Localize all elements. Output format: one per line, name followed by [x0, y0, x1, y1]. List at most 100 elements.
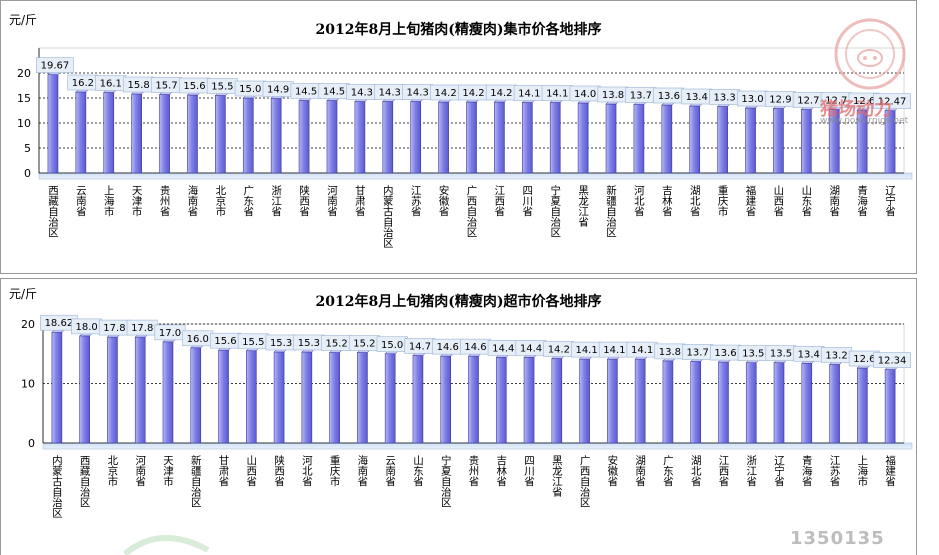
data-label: 16.2 [72, 78, 94, 89]
x-tick-label: 云南省 [75, 185, 87, 217]
bar [773, 108, 784, 174]
data-label: 13.7 [687, 347, 709, 358]
x-tick-label: 湖南省 [828, 185, 840, 217]
bar [134, 336, 146, 444]
y-tick-label: 20 [17, 67, 31, 80]
data-label: 14.1 [603, 345, 625, 356]
bar [107, 336, 118, 444]
data-label: 18.62 [45, 318, 74, 329]
x-tick-label: 重庆市 [717, 184, 729, 217]
bar-chart-market: 0 5 10 15 20 19.67 西藏自治区 16.2 云南省 16.1 上海市 15.8 天津市 1… [17, 47, 913, 248]
x-tick-label: 湖南省 [634, 455, 646, 487]
x-tick-label: 贵州省 [159, 184, 171, 217]
bar [187, 94, 198, 174]
data-label: 14.1 [631, 345, 653, 356]
bar [382, 101, 394, 174]
x-tick-label: 天津市 [131, 185, 143, 217]
x-tick-label: 西藏自治区 [47, 185, 59, 238]
bar [745, 107, 756, 174]
bar [577, 102, 589, 174]
bottom-watermark-text: 1350135 [790, 528, 885, 549]
x-tick-label: 黑龙江省 [551, 455, 563, 498]
x-tick-label: 湖北省 [690, 455, 702, 487]
data-label: 13.2 [825, 350, 847, 361]
data-label: 14.5 [323, 87, 345, 98]
bar [326, 100, 338, 174]
bar [634, 358, 646, 444]
bar [357, 352, 368, 444]
data-label: 14.3 [379, 88, 401, 99]
x-tick-label: 河北省 [633, 185, 645, 217]
x-tick-label: 陕西省 [273, 454, 285, 487]
y-tick-label: 10 [17, 117, 31, 130]
bar [689, 105, 701, 174]
bar [829, 364, 840, 444]
plot-floor [42, 442, 913, 450]
data-label-box [36, 57, 74, 73]
data-label: 15.5 [211, 82, 233, 93]
bar [579, 358, 590, 444]
x-tick-label: 宁夏自治区 [440, 454, 452, 507]
bar [494, 101, 505, 174]
data-label: 14.3 [407, 88, 429, 99]
x-tick-label: 重庆市 [329, 454, 341, 487]
x-tick-label: 广西自治区 [466, 185, 478, 238]
x-tick-label: 海南省 [356, 454, 368, 487]
x-tick-label: 福建省 [745, 184, 757, 217]
x-tick-label: 广东省 [242, 185, 254, 217]
x-tick-label: 山东省 [412, 455, 424, 487]
data-label: 13.0 [741, 94, 763, 105]
x-tick-label: 宁夏自治区 [549, 184, 561, 237]
x-tick-label: 青海省 [856, 184, 868, 217]
x-tick-label: 浙江省 [270, 185, 282, 217]
data-label: 12.6 [853, 96, 875, 107]
bar [384, 353, 396, 444]
data-label: 15.0 [381, 340, 403, 351]
data-label: 12.9 [769, 95, 791, 106]
data-label: 14.4 [492, 343, 514, 354]
data-label: 14.4 [520, 343, 542, 354]
bar [801, 362, 813, 444]
x-tick-label: 福建省 [884, 454, 896, 487]
data-label: 14.2 [490, 88, 512, 99]
bar [495, 357, 507, 444]
data-label: 15.6 [214, 336, 236, 347]
bar [857, 367, 868, 444]
bar [75, 91, 87, 174]
data-label: 13.3 [713, 93, 735, 104]
data-label: 12.7 [825, 96, 847, 107]
bar [301, 351, 313, 444]
y-tick-label: 20 [21, 318, 35, 331]
data-label: 13.8 [602, 90, 624, 101]
bar [218, 349, 229, 444]
x-tick-label: 江苏省 [410, 185, 422, 217]
data-label: 13.4 [686, 92, 708, 103]
x-tick-label: 安徽省 [606, 454, 618, 487]
pig-logo-icon [818, 12, 928, 132]
x-tick-label: 贵州省 [468, 454, 480, 487]
bar [801, 109, 812, 174]
bar [246, 350, 257, 444]
x-tick-label: 四川省 [521, 185, 533, 217]
bar [717, 106, 728, 174]
data-label: 17.0 [159, 328, 181, 339]
y-axis-unit-label: 元/斤 [9, 13, 38, 27]
y-axis-unit-label: 元/斤 [9, 287, 38, 301]
data-label: 15.0 [239, 84, 261, 95]
x-tick-label: 内蒙古自治区 [382, 184, 394, 248]
data-label: 16.0 [187, 334, 209, 345]
x-tick-label: 江苏省 [829, 455, 841, 487]
x-tick-label: 辽宁省 [773, 455, 785, 487]
x-tick-label: 内蒙古自治区 [51, 454, 63, 518]
x-tick-label: 山西省 [245, 455, 257, 487]
chart-panel-market: 2012年8月上旬猪肉(精瘦肉)集市价各地排序 元/斤 0 5 10 15 20 19.6… [0, 0, 917, 274]
data-label-box [873, 352, 911, 368]
bar [605, 103, 617, 174]
data-label: 15.7 [155, 81, 177, 92]
bar [329, 352, 340, 444]
bar [131, 93, 142, 174]
bar [242, 97, 254, 174]
bar [47, 74, 59, 174]
data-label: 14.2 [548, 345, 570, 356]
bar [215, 95, 226, 174]
